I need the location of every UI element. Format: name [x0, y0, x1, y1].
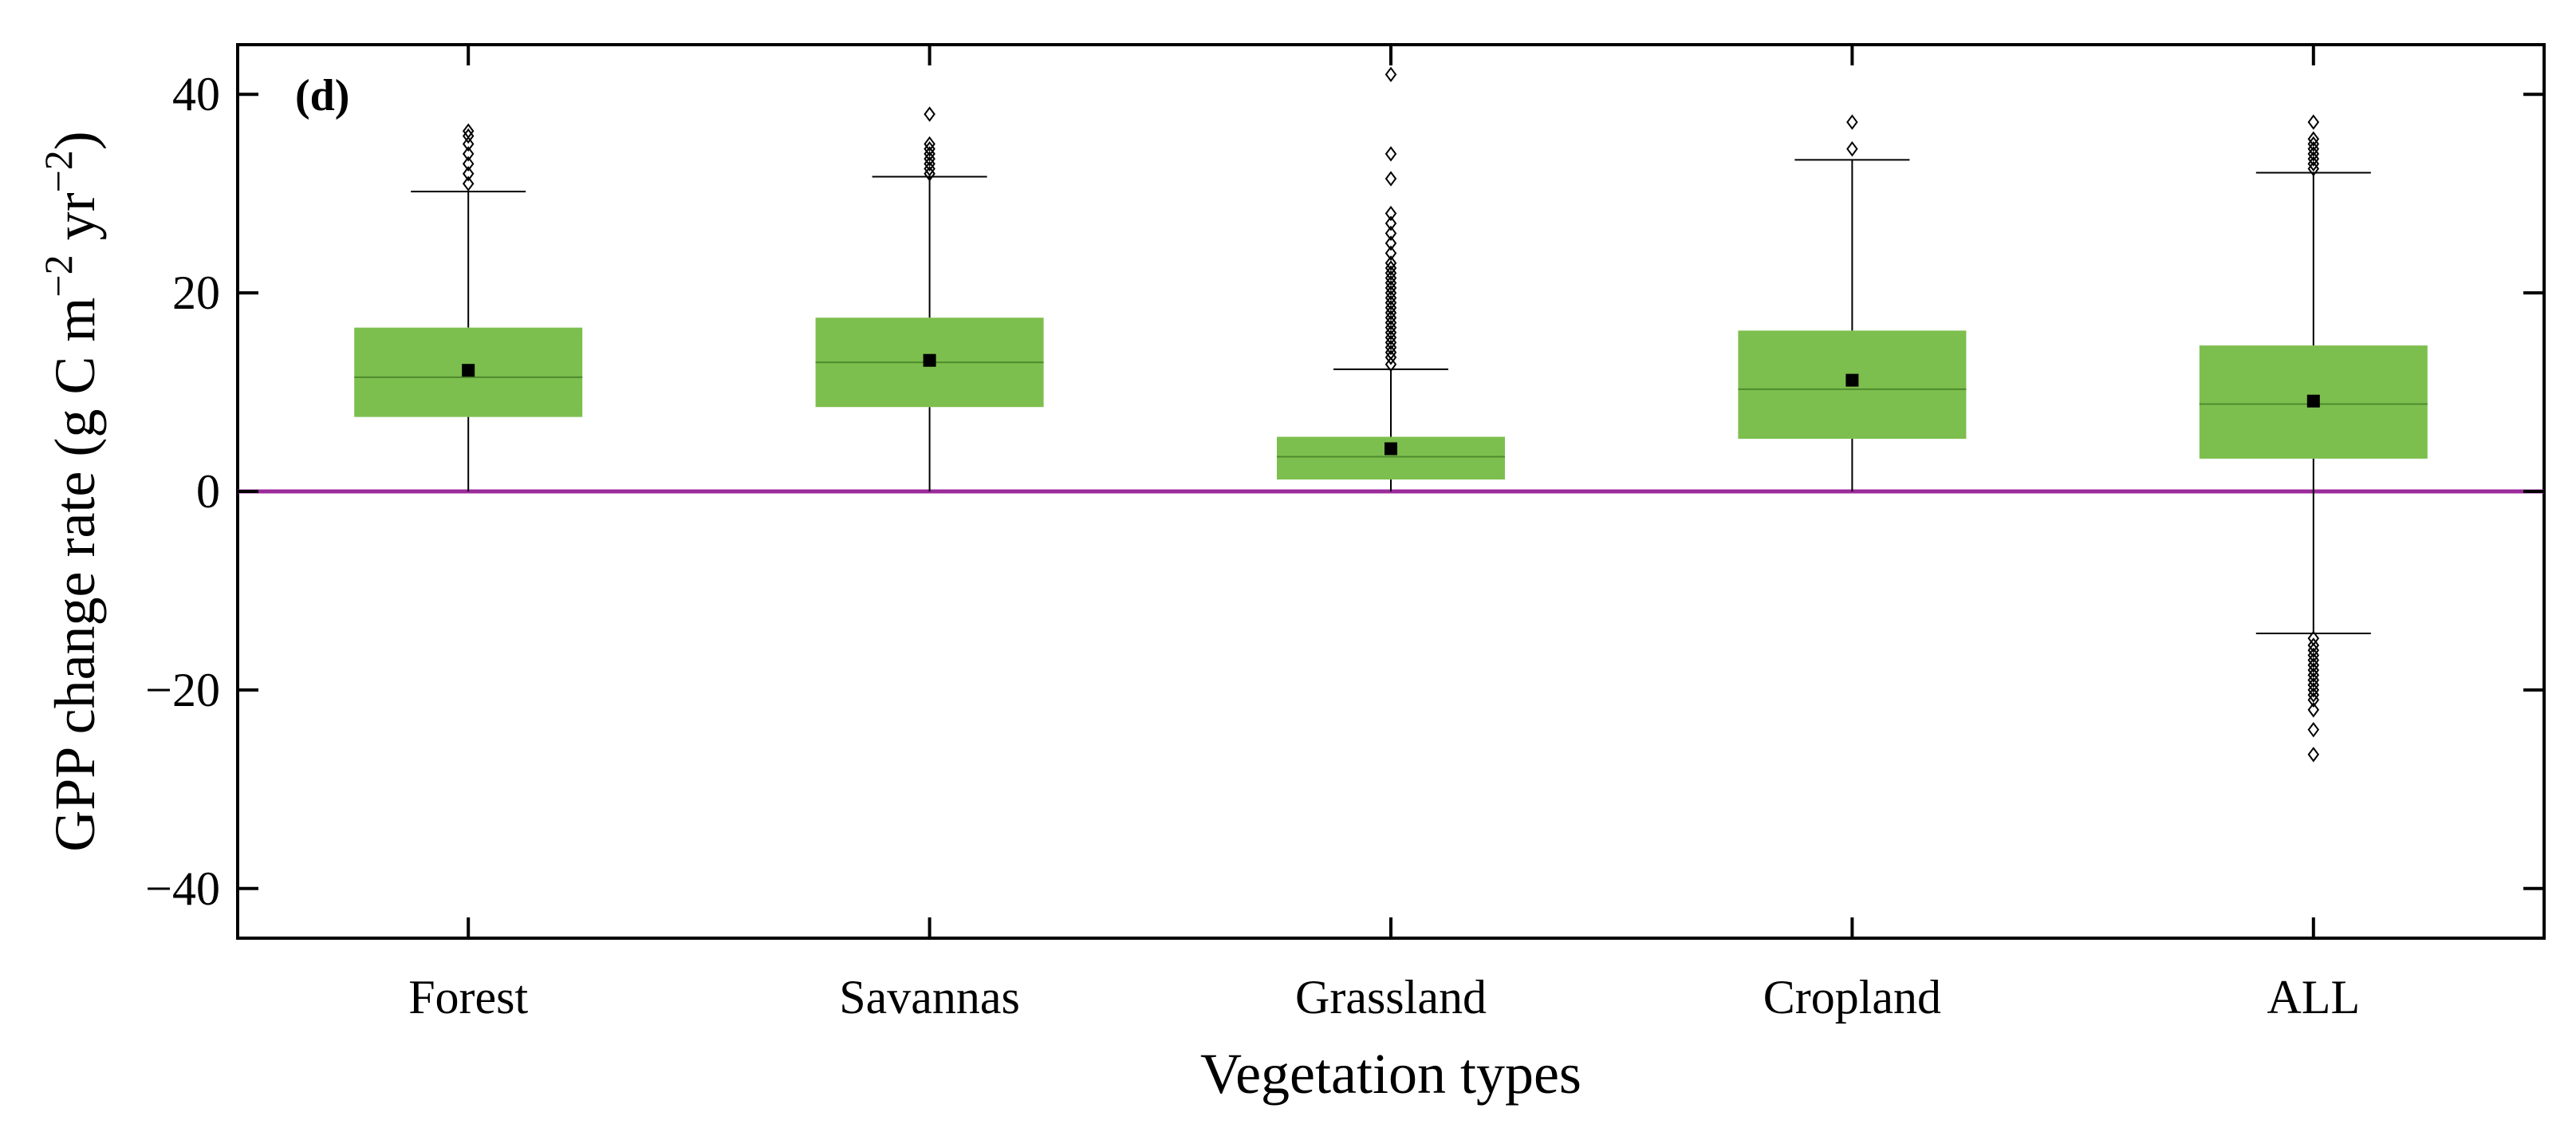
mean-marker: [1845, 373, 1859, 387]
outlier-point: [462, 146, 475, 162]
outlier-point: [2307, 114, 2320, 130]
box-grassland: [1277, 66, 1505, 491]
y-axis-title: GPP change rate (g C m−2 yr−2): [36, 131, 107, 852]
outlier-point: [2307, 722, 2320, 738]
outlier-point: [1385, 66, 1397, 82]
outlier-point: [462, 136, 475, 152]
outlier-point: [462, 123, 475, 139]
box-all: [2199, 114, 2428, 763]
outlier-point: [924, 136, 935, 152]
y-axis-title-suffix: ): [43, 131, 107, 150]
x-tick-label: ALL: [2267, 971, 2360, 1024]
outlier-point: [1385, 146, 1397, 162]
y-tick-label: 40: [172, 68, 220, 120]
outlier-point: [2307, 682, 2320, 698]
outlier-point: [462, 166, 475, 182]
boxes-layer: [354, 66, 2428, 763]
mean-marker: [462, 364, 475, 377]
y-tick-label: −20: [145, 664, 220, 716]
outlier-point: [2307, 687, 2320, 703]
outlier-point: [2307, 692, 2320, 708]
mean-marker: [923, 353, 936, 367]
outlier-point: [1385, 205, 1397, 222]
x-tick-label: Savannas: [839, 971, 1020, 1024]
outlier-point: [1385, 255, 1397, 271]
outlier-point: [2307, 747, 2320, 763]
y-axis-title-mid: yr: [43, 192, 107, 254]
y-axis-title-prefix: GPP change rate (g C m: [43, 298, 107, 852]
x-tick-label: Cropland: [1763, 971, 1941, 1024]
outlier-point: [462, 156, 475, 172]
y-tick-label: 20: [172, 266, 220, 319]
box-forest: [354, 123, 583, 491]
outlier-point: [2307, 667, 2320, 683]
panel-label: (d): [295, 71, 349, 120]
outlier-point: [1385, 215, 1397, 231]
outlier-point: [2307, 652, 2320, 669]
x-tick-label: Forest: [408, 971, 528, 1024]
outlier-point: [462, 176, 475, 191]
outlier-point: [1385, 225, 1397, 242]
outlier-point: [2307, 677, 2320, 693]
y-axis-title-exp1: −2: [36, 254, 81, 297]
outlier-point: [1846, 141, 1858, 157]
outlier-point: [1385, 357, 1397, 373]
mean-marker: [2306, 394, 2320, 408]
outlier-point: [2307, 642, 2320, 658]
y-tick-label: −40: [145, 862, 220, 915]
outlier-point: [2307, 672, 2320, 688]
x-axis-title: Vegetation types: [1200, 1042, 1581, 1106]
mean-marker: [1385, 442, 1397, 456]
outlier-point: [1385, 171, 1397, 187]
y-axis-title-exp2: −2: [36, 150, 81, 192]
outlier-point: [2307, 657, 2320, 673]
outlier-point: [2307, 131, 2320, 147]
outlier-point: [1846, 114, 1858, 130]
outlier-point: [1385, 235, 1397, 251]
outlier-point: [1385, 245, 1397, 261]
y-tick-label: 0: [196, 465, 220, 518]
outlier-point: [2307, 647, 2320, 663]
box-cropland: [1738, 114, 1967, 491]
x-tick-label: Grassland: [1295, 971, 1487, 1024]
outlier-point: [2307, 637, 2320, 653]
box-savannas: [815, 106, 1044, 491]
outlier-point: [924, 106, 935, 122]
outlier-point: [2307, 662, 2320, 678]
outlier-point: [2307, 702, 2320, 718]
ticks-layer: 40 20 0 −20 −40 Forest Savannas Grassland Cropla…: [145, 45, 2544, 1024]
outlier-point: [462, 128, 475, 144]
